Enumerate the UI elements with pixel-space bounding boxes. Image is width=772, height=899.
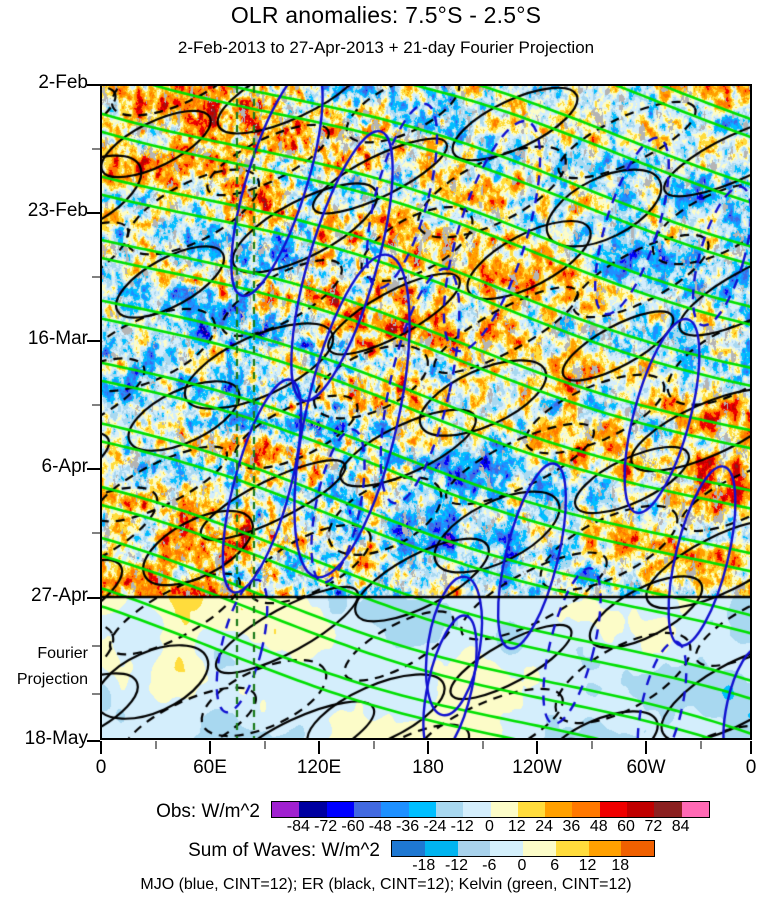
colorbar-swatch-7: [463, 802, 491, 817]
colorbar-tick-label-4: -36: [396, 818, 420, 835]
fourier-projection-note-line1: Fourier: [37, 645, 88, 662]
colorbar-tick-label-4: 6: [550, 857, 560, 874]
wave-legend-line: MJO (blue, CINT=12); ER (black, CINT=12)…: [140, 876, 632, 893]
colorbar-tick-label-6: 18: [611, 857, 630, 874]
colorbar-swatch-5: [555, 841, 589, 856]
colorbar-tick-label-14: 84: [671, 818, 690, 835]
colorbar-tick-label-2: -6: [482, 857, 497, 874]
colorbar-swatch-8: [490, 802, 518, 817]
x-tick-minor-2: [373, 741, 375, 749]
colorbar-tick-label-3: 0: [517, 857, 527, 874]
colorbar-swatch-4: [523, 841, 556, 856]
fourier-projection-note-line2: Projection: [16, 671, 88, 688]
y-tick-minor-4: [92, 645, 100, 647]
colorbar-swatch-3: [353, 802, 382, 817]
colorbar-tick-label-1: -72: [314, 818, 338, 835]
x-tick-major-4: [536, 741, 538, 754]
colorbar-swatch-7: [621, 841, 654, 856]
colorbar-tick-label-6: -12: [450, 818, 474, 835]
colorbar-tick-label-11: 48: [589, 818, 608, 835]
x-tick-label-0: 0: [95, 757, 107, 778]
colorbar-tick-label-5: -24: [423, 818, 447, 835]
colorbar-swatch-12: [599, 802, 628, 817]
colorbar-swatch-0: [272, 802, 300, 817]
x-tick-major-2: [318, 741, 320, 754]
colorbar-swatch-3: [490, 841, 523, 856]
colorbar-swatch-13: [627, 802, 655, 817]
colorbar-tick-label-10: 36: [562, 818, 581, 835]
y-tick-major-4: [87, 597, 100, 599]
colorbar-swatch-15: [681, 802, 709, 817]
colorbar-swatch-1: [299, 802, 327, 817]
colorbar-swatch-0: [392, 841, 425, 856]
x-tick-label-6: 0: [745, 757, 757, 778]
colorbar-swatch-11: [572, 802, 600, 817]
y-tick-minor-1: [92, 276, 100, 278]
y-tick-major-3: [87, 468, 100, 470]
y-tick-major-0: [87, 84, 100, 86]
colorbar-tick-label-0: -84: [286, 818, 310, 835]
y-tick-major-1: [87, 212, 100, 214]
colorbar-swatch-6: [435, 802, 464, 817]
colorbar-tick-label-0: -18: [412, 857, 436, 874]
colorbar-swatch-1: [424, 841, 458, 856]
y-tick-label-5: 18-May: [24, 728, 88, 749]
colorbar-swatch-4: [381, 802, 409, 817]
colorbar-waves-title: Sum of Waves: W/m^2: [188, 840, 380, 861]
hovmoller-plot[interactable]: [100, 84, 752, 740]
y-tick-label-1: 23-Feb: [27, 200, 88, 221]
colorbar-tick-label-7: 0: [485, 818, 494, 835]
colorbar-tick-label-9: 24: [535, 818, 554, 835]
colorbar-swatch-14: [654, 802, 682, 817]
colorbar-obs[interactable]: [271, 801, 710, 818]
x-tick-minor-0: [155, 741, 157, 749]
y-tick-major-2: [87, 340, 100, 342]
y-tick-label-0: 2-Feb: [38, 72, 88, 93]
colorbar-swatch-6: [588, 841, 622, 856]
colorbar-tick-label-3: -48: [368, 818, 392, 835]
colorbar-tick-label-8: 12: [507, 818, 526, 835]
y-tick-minor-2: [92, 404, 100, 406]
y-tick-label-3: 6-Apr: [41, 456, 88, 477]
y-tick-major-5: [87, 740, 100, 742]
x-tick-label-2: 120E: [296, 757, 342, 778]
x-tick-label-4: 120W: [512, 757, 562, 778]
colorbar-tick-label-13: 72: [644, 818, 663, 835]
hovmoller-canvas: [102, 86, 750, 738]
x-tick-minor-3: [482, 741, 484, 749]
y-tick-label-4: 27-Apr: [30, 585, 88, 606]
x-tick-major-6: [750, 741, 752, 754]
x-tick-label-5: 60W: [626, 757, 666, 778]
x-tick-minor-4: [591, 741, 593, 749]
colorbar-swatch-5: [408, 802, 436, 817]
colorbar-swatch-2: [326, 802, 354, 817]
colorbar-obs-title: Obs: W/m^2: [156, 801, 260, 822]
page-subtitle: 2-Feb-2013 to 27-Apr-2013 + 21-day Fouri…: [177, 38, 595, 57]
colorbar-swatch-10: [545, 802, 573, 817]
y-tick-minor-0: [92, 148, 100, 150]
colorbar-swatch-2: [457, 841, 491, 856]
x-tick-label-3: 180: [412, 757, 444, 778]
x-tick-major-0: [100, 741, 102, 754]
x-tick-minor-5: [700, 741, 702, 749]
page-title: OLR anomalies: 7.5°S - 2.5°S: [230, 2, 542, 28]
x-tick-minor-1: [264, 741, 266, 749]
colorbar-tick-label-1: -12: [444, 857, 469, 874]
y-tick-label-2: 16-Mar: [27, 328, 88, 349]
colorbar-tick-label-2: -60: [341, 818, 365, 835]
colorbar-tick-label-12: 60: [617, 818, 635, 835]
y-tick-minor-3: [92, 532, 100, 534]
y-tick-minor-5: [92, 693, 100, 695]
x-tick-major-5: [645, 741, 647, 754]
colorbar-tick-label-5: 12: [578, 857, 597, 874]
x-tick-major-1: [209, 741, 211, 754]
colorbar-sum-of-waves[interactable]: [391, 840, 655, 857]
x-tick-major-3: [427, 741, 429, 754]
colorbar-swatch-9: [517, 802, 546, 817]
x-tick-label-1: 60E: [193, 757, 227, 778]
